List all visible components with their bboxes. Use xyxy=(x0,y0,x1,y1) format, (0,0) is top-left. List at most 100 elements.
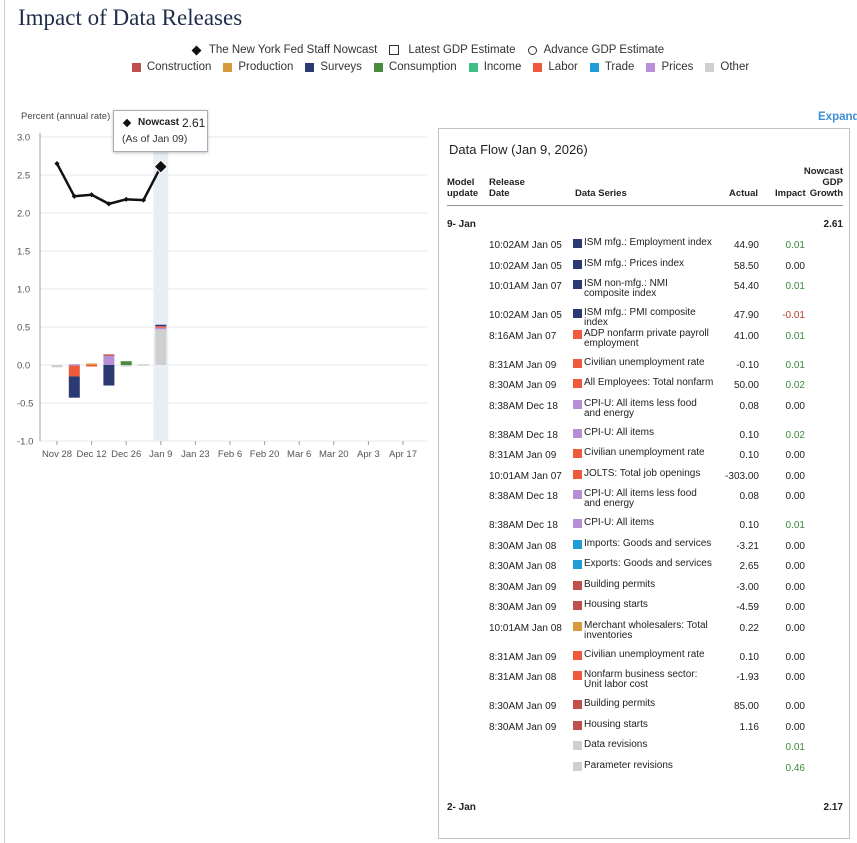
expand-link[interactable]: Expand xyxy=(818,111,857,123)
impact-value: 0.00 xyxy=(785,561,805,572)
impact-chart: Percent (annual rate) 3.0 2.5 2.0 1.5 1.0 0.5… xyxy=(17,111,428,460)
impact-value: 0.00 xyxy=(785,450,805,461)
legend-item-prices[interactable]: Prices xyxy=(646,61,693,73)
data-series[interactable]: CPI-U: All items less food and energy xyxy=(584,397,697,419)
impact-bar-prices xyxy=(68,364,80,366)
tooltip-value: 2.61 xyxy=(182,116,206,130)
data-series[interactable]: Civilian unemployment rate xyxy=(584,447,705,458)
data-series[interactable]: ISM mfg.: Employment index xyxy=(584,237,712,248)
impact-value: 0.00 xyxy=(785,540,805,552)
legend-label: Construction xyxy=(146,61,212,73)
legend-item-trade[interactable]: Trade xyxy=(589,61,634,73)
actual-value: 1.16 xyxy=(739,721,759,733)
legend-label: Prices xyxy=(661,61,694,73)
actual-value: -4.59 xyxy=(736,602,759,613)
category-swatch xyxy=(573,761,582,771)
legend-label: Income xyxy=(483,61,522,73)
legend-item-other[interactable]: Other xyxy=(705,61,749,73)
category-swatch xyxy=(573,580,582,590)
data-series[interactable]: Housing starts xyxy=(584,599,648,610)
data-series[interactable]: Merchant wholesalers: Total inventories xyxy=(584,619,708,641)
category-swatch xyxy=(573,539,582,549)
data-series[interactable]: Civilian unemployment rate xyxy=(584,648,705,660)
model-update: 2- Jan xyxy=(447,802,476,813)
highlight-band xyxy=(153,135,169,441)
model-update: 9- Jan xyxy=(447,219,476,230)
legend-item-advance-gdp[interactable]: Advance GDP Estimate xyxy=(527,44,664,56)
data-series[interactable]: JOLTS: Total job openings xyxy=(584,467,701,479)
impact-value: 0.01 xyxy=(785,330,805,342)
data-series[interactable]: Civilian unemployment rate xyxy=(584,356,705,368)
release-date: 8:30AM Jan 08 xyxy=(489,561,557,572)
legend-item-labor[interactable]: Labor xyxy=(533,61,578,73)
impact-value: 0.01 xyxy=(785,359,805,371)
actual-value: 54.40 xyxy=(733,281,759,292)
data-series[interactable]: Building permits xyxy=(584,698,656,709)
legend-swatch xyxy=(646,62,656,72)
release-date: 10:02AM Jan 05 xyxy=(489,260,562,272)
release-date: 8:31AM Jan 09 xyxy=(489,359,557,371)
release-date: 10:01AM Jan 07 xyxy=(489,281,562,292)
data-series[interactable]: CPI-U: All items less food and energy xyxy=(584,488,697,509)
actual-value: 41.00 xyxy=(733,330,759,342)
data-series[interactable]: Imports: Goods and services xyxy=(584,537,712,549)
diamond-icon xyxy=(191,45,202,55)
data-series[interactable]: Data revisions xyxy=(584,739,648,750)
category-swatch xyxy=(573,519,582,528)
legend-item-construction[interactable]: Construction xyxy=(131,61,212,73)
data-series[interactable]: ADP nonfarm private payroll employment xyxy=(584,327,709,349)
data-series[interactable]: Exports: Goods and services xyxy=(584,558,712,569)
legend-item-latest-gdp[interactable]: Latest GDP Estimate xyxy=(389,44,516,56)
data-series[interactable]: Nonfarm business sector: Unit labor cost xyxy=(584,669,698,690)
impact-bar-labor xyxy=(86,365,98,367)
category-swatch xyxy=(573,621,582,631)
actual-value: 44.90 xyxy=(733,240,759,251)
impact-bar-other xyxy=(51,365,63,368)
legend-item-consumption[interactable]: Consumption xyxy=(373,61,457,73)
data-series[interactable]: CPI-U: All items xyxy=(584,426,655,438)
tooltip-label: Nowcast xyxy=(138,117,180,128)
data-series[interactable]: ISM mfg.: Prices index xyxy=(584,257,685,269)
impact-value: 0.00 xyxy=(785,651,805,663)
legend-item-production[interactable]: Production xyxy=(223,61,293,73)
x-tick-label: Feb 20 xyxy=(250,449,280,460)
y-tick-label: 3.0 xyxy=(17,133,30,144)
data-series[interactable]: ISM mfg.: PMI composite index xyxy=(584,307,696,328)
category-swatch xyxy=(573,329,582,339)
actual-value: 47.90 xyxy=(733,310,759,321)
diamond-icon xyxy=(122,118,132,128)
legend-item-nowcast[interactable]: The New York Fed Staff Nowcast xyxy=(191,44,377,56)
x-tick-label: Jan 9 xyxy=(149,449,172,460)
header-data-series: Data Series xyxy=(575,188,627,199)
actual-value: 85.00 xyxy=(733,701,759,712)
y-tick-label: -1.0 xyxy=(17,437,33,448)
category-swatch xyxy=(573,490,582,499)
release-date: 10:02AM Jan 05 xyxy=(489,310,562,321)
data-series[interactable]: Parameter revisions xyxy=(584,759,673,771)
impact-value: 0.00 xyxy=(785,260,805,272)
category-swatch xyxy=(573,379,582,388)
legend-label: Other xyxy=(720,61,750,73)
legend-item-income[interactable]: Income xyxy=(468,61,522,73)
x-tick-label: Mar 20 xyxy=(319,449,349,460)
category-swatch xyxy=(573,741,582,750)
data-series[interactable]: All Employees: Total nonfarm xyxy=(584,377,714,388)
x-tick-label: Mar 6 xyxy=(287,449,311,460)
category-swatch xyxy=(573,469,582,479)
release-date: 8:30AM Jan 08 xyxy=(489,540,557,552)
data-series[interactable]: Housing starts xyxy=(584,718,648,730)
release-date: 8:16AM Jan 07 xyxy=(489,330,557,342)
impact-bar-consumption xyxy=(120,361,132,365)
impact-value: 0.01 xyxy=(785,742,805,753)
category-swatch xyxy=(573,650,582,660)
legend-item-surveys[interactable]: Surveys xyxy=(305,61,362,73)
nowcast-line xyxy=(55,163,162,206)
impact-bar-surveys xyxy=(155,324,167,327)
data-series[interactable]: CPI-U: All items xyxy=(584,517,655,528)
actual-value: -1.93 xyxy=(736,672,759,683)
legend-categories: Construction Production Surveys Consumption… xyxy=(0,61,857,73)
impact-value: 0.01 xyxy=(785,281,805,292)
impact-value: 0.00 xyxy=(785,470,805,482)
data-series[interactable]: Building permits xyxy=(584,578,656,590)
data-series[interactable]: ISM non-mfg.: NMI composite index xyxy=(584,278,668,299)
